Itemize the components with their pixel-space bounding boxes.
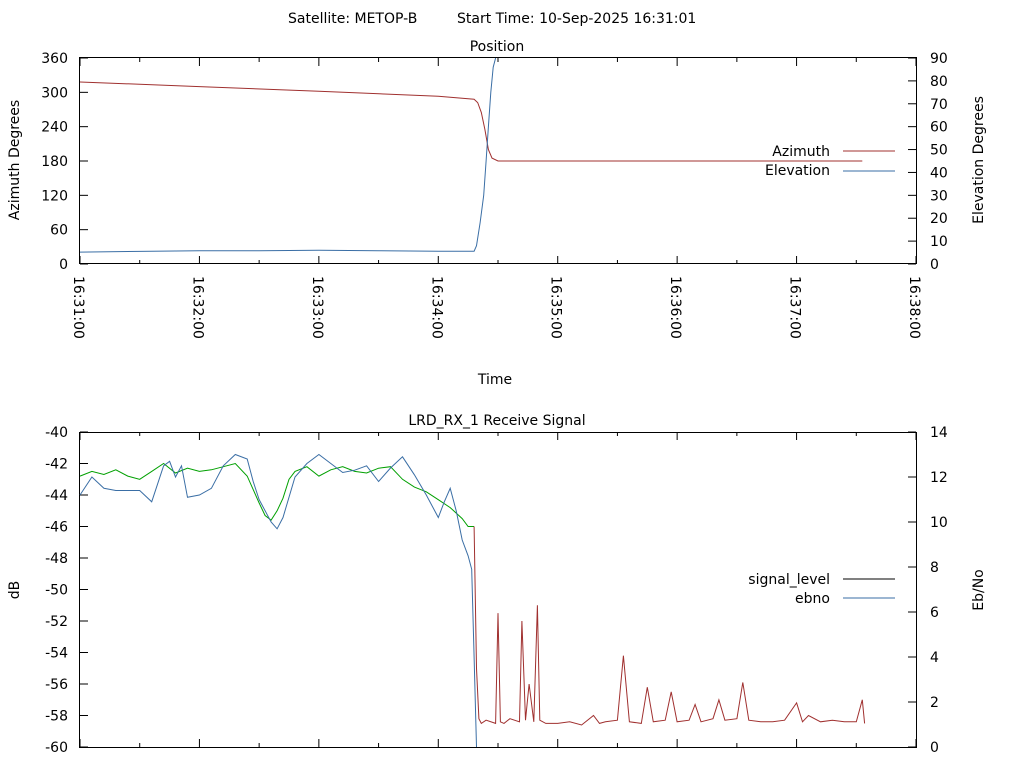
receive-y-tick-label: -58 — [45, 709, 68, 725]
receive-y-tick-label: -48 — [45, 551, 68, 567]
position-x-tick-label: 16:37:00 — [787, 276, 803, 339]
receive-y-tick-label: -56 — [45, 677, 68, 693]
legend-azimuth-label: Azimuth — [772, 144, 830, 160]
legend-ebno-label: ebno — [795, 591, 830, 607]
position-y-tick-label: 120 — [41, 188, 68, 204]
legend-signal-level-label: signal_level — [748, 572, 830, 588]
receive-y-tick-label: -50 — [45, 583, 68, 599]
position-y2-tick-label: 0 — [930, 257, 939, 273]
position-y-tick-label: 180 — [41, 154, 68, 170]
receive-chart-frame — [79, 432, 917, 748]
position-chart: Position 0 60 120 180 240 300 360 0 10 20 30 40 50 60… — [7, 39, 987, 388]
receive-y-axis-label: dB — [7, 581, 23, 600]
position-y2-tick-label: 30 — [930, 188, 948, 204]
position-x-tick-label: 16:35:00 — [548, 276, 564, 339]
receive-y-tick-label: -44 — [45, 488, 68, 504]
receive-y-tick-label: -46 — [45, 520, 68, 536]
position-y-tick-label: 0 — [59, 257, 68, 273]
start-time-label: Start Time: 10-Sep-2025 16:31:01 — [457, 11, 696, 27]
receive-y2-axis-label: Eb/No — [971, 569, 987, 611]
receive-y-tick-label: -40 — [45, 425, 68, 441]
receive-y2-tick-label: 4 — [930, 650, 939, 666]
receive-y2-tick-label: 0 — [930, 740, 939, 756]
receive-y2-tick-label: 8 — [930, 560, 939, 576]
receive-legend: signal_level ebno — [748, 572, 895, 607]
position-x-tick-label: 16:33:00 — [309, 276, 325, 339]
receive-y2-tick-label: 12 — [930, 470, 948, 486]
receive-series-signal-level — [79, 462, 475, 527]
receive-y-tick-label: -60 — [45, 740, 68, 756]
position-y2-tick-label: 10 — [930, 234, 948, 250]
position-y2-tick-label: 90 — [930, 51, 948, 67]
position-x-tick-label: 16:36:00 — [667, 276, 683, 339]
receive-y2-tick-label: 6 — [930, 605, 939, 621]
receive-y2-tick-label: 14 — [930, 425, 948, 441]
position-x-tick-label: 16:31:00 — [70, 276, 86, 339]
position-y2-tick-label: 80 — [930, 74, 948, 90]
position-y2-tick-label: 70 — [930, 97, 948, 113]
receive-y-tick-label: -42 — [45, 457, 68, 473]
position-x-axis-label: Time — [477, 372, 512, 388]
position-y2-tick-label: 50 — [930, 143, 948, 159]
receive-y-tick-label: -54 — [45, 646, 68, 662]
position-y2-tick-label: 40 — [930, 165, 948, 181]
receive-y2-tick-label: 2 — [930, 695, 939, 711]
position-y-tick-label: 300 — [41, 85, 68, 101]
position-y-axis-label: Azimuth Degrees — [7, 100, 23, 220]
position-series-elevation — [79, 57, 497, 253]
receive-series-ebno — [79, 453, 477, 748]
receive-chart-title: LRD_RX_1 Receive Signal — [408, 413, 585, 429]
position-y-tick-label: 240 — [41, 120, 68, 136]
position-y2-tick-label: 60 — [930, 120, 948, 136]
position-chart-title: Position — [470, 39, 525, 55]
receive-y-tick-label: -52 — [45, 614, 68, 630]
receive-signal-chart: LRD_RX_1 Receive Signal -60 -58 -56 -54 -52 -… — [7, 413, 987, 756]
position-x-tick-label: 16:34:00 — [428, 276, 444, 339]
position-y-tick-label: 60 — [50, 223, 68, 239]
position-x-tick-label: 16:32:00 — [189, 276, 205, 339]
position-y2-tick-label: 20 — [930, 211, 948, 227]
position-x-tick-label: 16:38:00 — [906, 276, 922, 339]
position-y-tick-label: 360 — [41, 51, 68, 67]
position-series-azimuth — [79, 81, 863, 162]
receive-y2-tick-label: 10 — [930, 515, 948, 531]
legend-elevation-label: Elevation — [765, 163, 830, 179]
position-y2-axis-label: Elevation Degrees — [971, 96, 987, 224]
receive-series-signal-low — [473, 526, 866, 726]
satellite-label: Satellite: METOP-B — [288, 11, 417, 27]
position-legend: Azimuth Elevation — [765, 144, 895, 179]
